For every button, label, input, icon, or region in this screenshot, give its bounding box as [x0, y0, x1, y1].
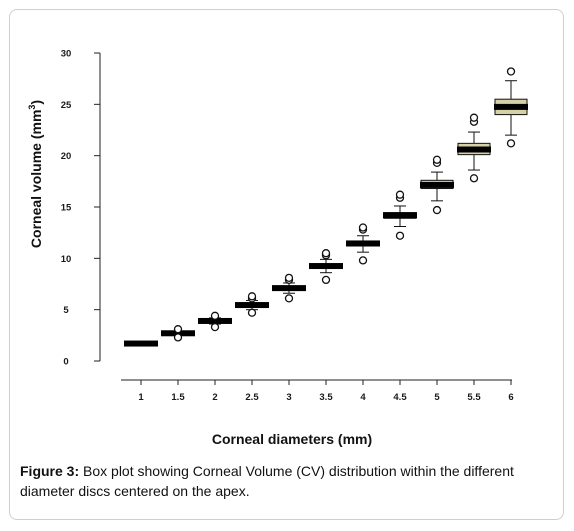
outlier-point: [358, 223, 368, 232]
y-tick-label: 15: [61, 203, 72, 214]
box-1: [124, 340, 158, 347]
x-tick-label: 6: [508, 392, 513, 403]
outlier-point: [395, 231, 405, 240]
box-1.5: [161, 325, 195, 342]
outlier-point: [432, 155, 442, 164]
outlier-point: [284, 273, 294, 282]
outlier-point: [173, 333, 183, 342]
box-5.5: [457, 113, 491, 183]
box-series: [124, 67, 528, 347]
outlier-point: [395, 190, 405, 199]
outlier-point: [210, 311, 220, 320]
outlier-point: [247, 292, 257, 301]
box-5: [420, 155, 454, 215]
y-tick-label: 20: [61, 151, 72, 162]
x-axis-label: Corneal diameters (mm): [212, 431, 372, 447]
y-tick-label: 10: [61, 254, 72, 265]
outlier-point: [506, 139, 516, 148]
box-2: [198, 311, 232, 332]
outlier-point: [247, 308, 257, 317]
median-bar: [309, 263, 343, 270]
x-tick-label: 3: [286, 392, 291, 403]
median-bar: [383, 212, 417, 219]
box-4.5: [383, 190, 417, 240]
x-tick-label: 4: [360, 392, 366, 403]
y-tick-label: 25: [61, 100, 72, 111]
y-tick-label: 30: [61, 49, 72, 60]
outlier-point: [469, 113, 479, 122]
median-bar: [124, 340, 158, 347]
figure-frame: [9, 9, 564, 520]
median-bar: [494, 103, 528, 110]
outlier-point: [173, 325, 183, 334]
x-tick-label: 3.5: [319, 392, 333, 403]
outlier-point: [432, 205, 442, 215]
y-axis-label: Corneal volume (mm3): [27, 100, 44, 248]
x-tick-label: 2: [212, 392, 217, 403]
outlier-point: [284, 294, 294, 303]
outlier-point: [506, 67, 516, 76]
y-axis-label-superscript: 3: [27, 105, 37, 110]
y-axis-label-end: ): [28, 100, 44, 105]
outlier-point: [321, 275, 331, 285]
x-tick-label: 4.5: [393, 392, 407, 403]
caption-label: Figure 3:: [20, 463, 80, 479]
caption-text: Box plot showing Corneal Volume (CV) dis…: [20, 463, 514, 499]
axes: 0 5 10 15 20 25 30 1 1.5 2 2.5 3 3.5 4 4.5 5 5.5 6: [61, 49, 514, 404]
outlier-point: [210, 322, 220, 332]
figure-caption: Figure 3: Box plot showing Corneal Volum…: [20, 461, 560, 501]
median-bar: [346, 240, 380, 247]
x-tick-label: 1: [138, 392, 144, 403]
x-tick-label: 5.5: [467, 392, 481, 403]
y-tick-label: 5: [63, 305, 69, 316]
outlier-point: [358, 256, 368, 265]
outlier-point: [321, 249, 331, 258]
y-tick-label: 0: [63, 357, 68, 368]
box-3: [272, 273, 306, 303]
box-2.5: [235, 292, 269, 317]
median-bar: [198, 317, 232, 324]
x-tick-label: 2.5: [245, 392, 259, 403]
x-tick-label: 5: [434, 392, 440, 403]
x-tick-label: 1.5: [171, 392, 185, 403]
median-bar: [235, 302, 269, 309]
box-6: [494, 67, 528, 148]
median-bar: [420, 181, 454, 188]
median-bar: [272, 285, 306, 292]
box-plot-chart: 0 5 10 15 20 25 30 1 1.5 2 2.5 3 3.5 4 4.5 5 5.5 6 Cornea…: [27, 49, 528, 447]
box-4: [346, 223, 380, 265]
box-3.5: [309, 249, 343, 285]
outlier-point: [469, 174, 479, 183]
median-bar: [457, 146, 491, 153]
